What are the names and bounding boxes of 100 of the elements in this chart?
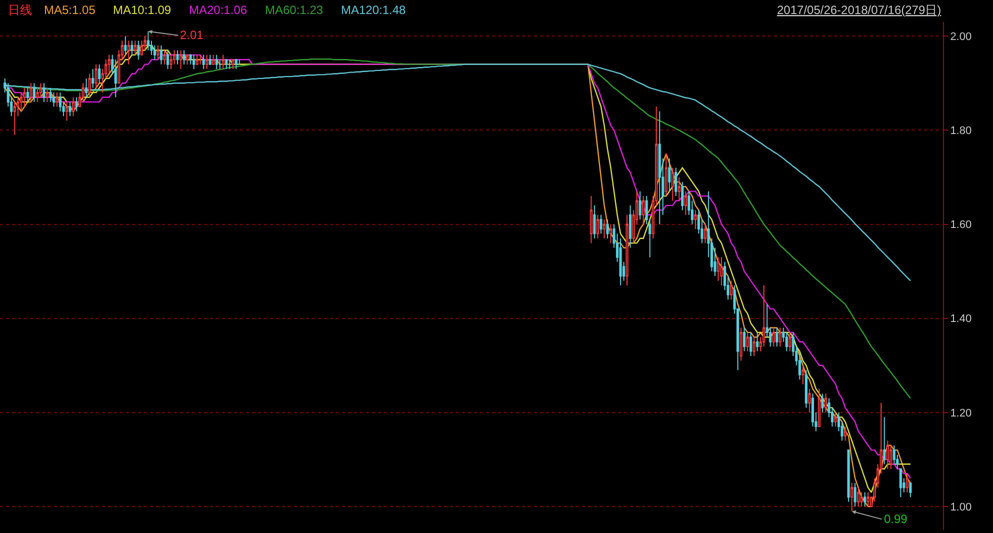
candlestick [46,87,49,102]
candlestick [824,393,828,413]
candlestick [752,336,756,356]
candlestick [75,96,78,112]
candlestick [30,82,32,102]
candlestick [134,40,136,56]
candlestick [778,327,782,348]
candlestick [664,153,668,197]
candlestick [140,40,143,56]
candlestick [798,350,801,380]
candlestick [23,87,26,108]
candlestick [206,54,208,70]
candlestick [163,50,166,65]
candlestick [156,45,160,60]
candlestick [746,332,749,352]
candlestick [160,45,163,65]
text: MA120:1.48 [341,3,406,17]
candlestick [909,482,912,498]
candlestick [179,50,182,70]
candlestick [39,82,42,98]
candlestick [234,59,238,70]
text: MA10:1.09 [113,3,172,17]
candlestick [228,59,231,70]
candlestick [222,54,224,70]
candlestick [808,388,811,413]
candlestick [202,54,205,70]
candlestick [886,440,889,470]
candlestick [92,68,94,88]
candlestick [212,54,215,65]
candlestick [892,444,896,465]
text: MA60:1.23 [265,3,324,17]
candlestick [166,50,170,70]
candlestick [232,59,234,70]
candlestick [638,190,642,220]
candlestick [756,332,759,352]
candlestick [32,82,36,102]
candlestick [860,492,863,507]
candlestick [804,370,808,408]
candlestick [238,59,241,65]
y-tick-label: 1.60 [950,219,972,232]
candlestick [68,101,72,117]
candlestick [600,214,602,234]
candlestick [196,54,198,65]
annotation: 0.99 [884,512,908,526]
text: MA20:1.06 [189,3,248,17]
candlestick [108,54,110,74]
candlestick [743,327,746,352]
candlestick [20,92,22,112]
candlestick [199,54,202,65]
candlestick [883,416,886,465]
candlestick [854,482,856,507]
candlestick [802,364,804,385]
candlestick [215,54,218,70]
y-tick-label: 1.40 [950,313,972,326]
y-tick-label: 1.80 [950,125,972,138]
candlestick [36,87,39,102]
candlestick [225,59,228,70]
candlestick [750,332,752,356]
candlestick [186,54,189,65]
candlestick [602,219,606,239]
candlestick [218,59,222,70]
candlestick [26,87,29,102]
candlestick [866,492,870,507]
candlestick [678,176,680,202]
candlestick [208,54,212,65]
candlestick [42,82,46,102]
candlestick [740,327,742,362]
candlestick [684,190,687,216]
candlestick [172,50,176,65]
candlestick [694,210,697,230]
candlestick [49,87,52,102]
candlestick [642,196,645,225]
candlestick [130,40,134,56]
candlestick [56,92,58,108]
y-tick-label: 1.00 [950,501,972,514]
candlestick [176,50,179,65]
candlestick [626,214,628,286]
text: MA5:1.05 [44,3,96,17]
candlestick [182,50,186,65]
candlestick [857,487,860,507]
candlestick [606,219,609,239]
candlestick [58,92,62,112]
chart-subtitle: 2017/05/26-2018/07/16(279日) [777,3,942,17]
candlestick [716,256,720,282]
candlestick [847,450,850,502]
candlestick [137,40,140,60]
candlestick [671,167,674,202]
candlestick [590,196,593,244]
candlestick [153,45,156,60]
candlestick [818,388,821,428]
candlestick [906,473,908,493]
candlestick [730,280,733,300]
candlestick [844,426,847,442]
candlestick [170,54,172,70]
candlestick [776,327,778,348]
y-tick-label: 1.20 [950,407,972,420]
candlestick [864,492,866,507]
candlestick [94,64,98,88]
candlestick [720,256,723,286]
candlestick [704,224,707,244]
